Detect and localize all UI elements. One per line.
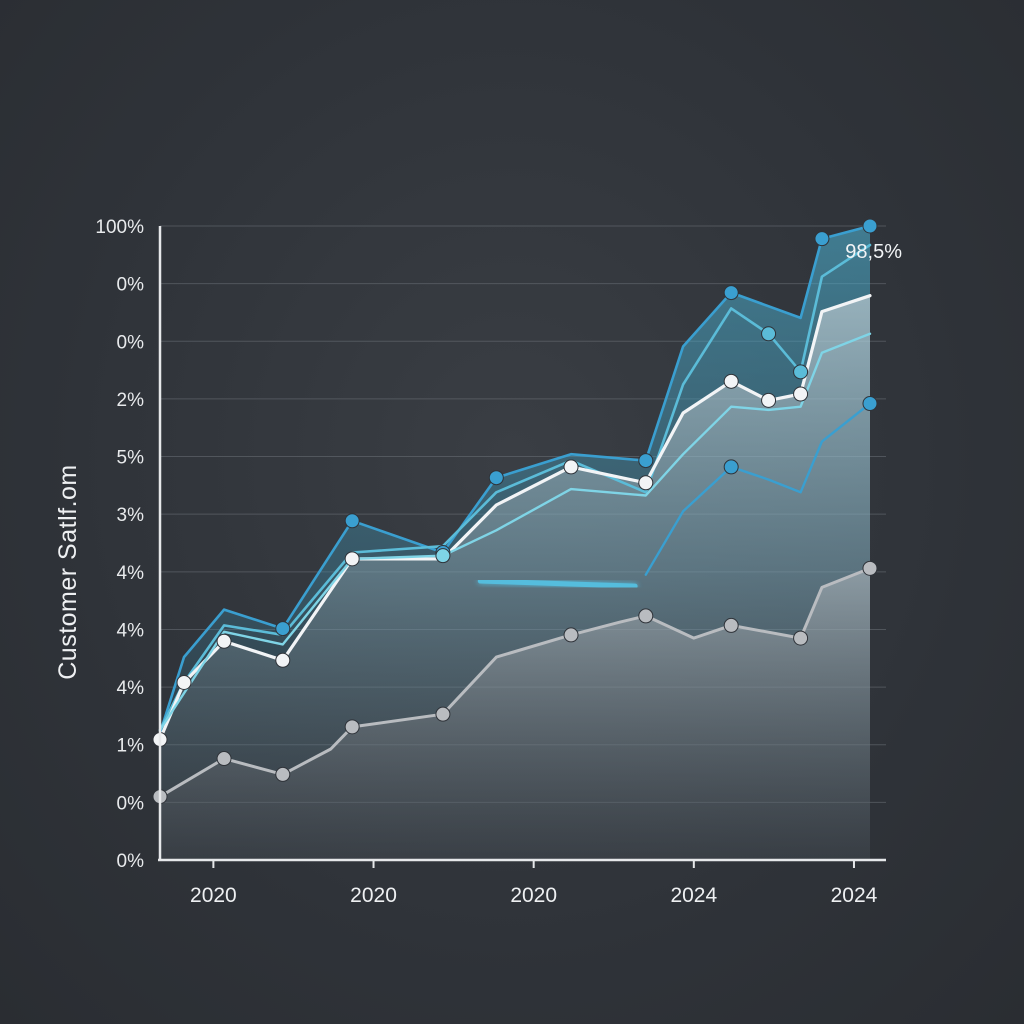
data-point[interactable]	[814, 231, 830, 247]
y-tick-label: 3%	[117, 505, 145, 526]
data-point[interactable]	[275, 621, 291, 637]
series-line-series-d	[158, 332, 872, 732]
data-point[interactable]	[344, 551, 360, 567]
data-point[interactable]	[488, 470, 504, 486]
y-tick-label: 0%	[117, 332, 145, 353]
peak-value-annotation: 98,5%	[845, 241, 902, 263]
series-line-series-a	[158, 224, 872, 735]
y-tick-label: 5%	[117, 448, 145, 469]
y-tick-label: 4%	[117, 620, 145, 641]
area-fills	[160, 226, 870, 860]
data-point[interactable]	[638, 475, 654, 491]
series-area-series-f	[160, 568, 870, 860]
data-point[interactable]	[862, 218, 878, 234]
data-point[interactable]	[761, 326, 777, 342]
highlight-streak	[477, 578, 638, 589]
series-line-series-e	[644, 402, 872, 576]
y-tick-label: 100%	[95, 217, 144, 238]
data-markers	[152, 218, 878, 805]
data-point[interactable]	[563, 627, 579, 643]
y-tick-label: 2%	[117, 390, 145, 411]
data-point[interactable]	[793, 364, 809, 380]
y-tick-label: 4%	[117, 678, 145, 699]
x-tick-label: 2020	[190, 884, 237, 907]
data-point[interactable]	[862, 560, 878, 576]
data-point[interactable]	[723, 617, 739, 633]
x-tick-label: 2024	[670, 884, 717, 907]
data-point[interactable]	[638, 608, 654, 624]
y-tick-label: 0%	[117, 275, 145, 296]
x-tick-label: 2024	[831, 884, 878, 907]
x-tick-label: 2020	[510, 884, 557, 907]
data-point[interactable]	[344, 719, 360, 735]
y-tick-label: 1%	[117, 736, 145, 757]
y-tick-label: 0%	[117, 793, 145, 814]
data-point[interactable]	[216, 751, 232, 767]
y-tick-labels: 0% 0% 1% 4% 4% 4% 3% 5% 2% 0% 0% 100%	[95, 217, 144, 872]
y-axis-label: Customer Satlf.om	[54, 464, 82, 680]
data-point[interactable]	[176, 674, 192, 690]
data-point[interactable]	[563, 459, 579, 475]
data-point[interactable]	[862, 396, 878, 412]
data-point[interactable]	[344, 513, 360, 529]
data-point[interactable]	[275, 766, 291, 782]
y-tick-label: 4%	[117, 563, 145, 584]
data-point[interactable]	[793, 386, 809, 402]
data-point[interactable]	[793, 630, 809, 646]
x-tick-label: 2020	[350, 884, 397, 907]
data-point[interactable]	[761, 392, 777, 408]
data-point[interactable]	[216, 633, 232, 649]
data-point[interactable]	[723, 373, 739, 389]
data-point[interactable]	[723, 459, 739, 475]
x-tick-labels: 2020 2020 2020 2024 2024	[190, 860, 878, 907]
data-point[interactable]	[275, 652, 291, 668]
data-point[interactable]	[435, 706, 451, 722]
y-tick-label: 0%	[117, 851, 145, 872]
data-point[interactable]	[638, 453, 654, 469]
data-point[interactable]	[723, 285, 739, 301]
data-point[interactable]	[435, 548, 451, 564]
